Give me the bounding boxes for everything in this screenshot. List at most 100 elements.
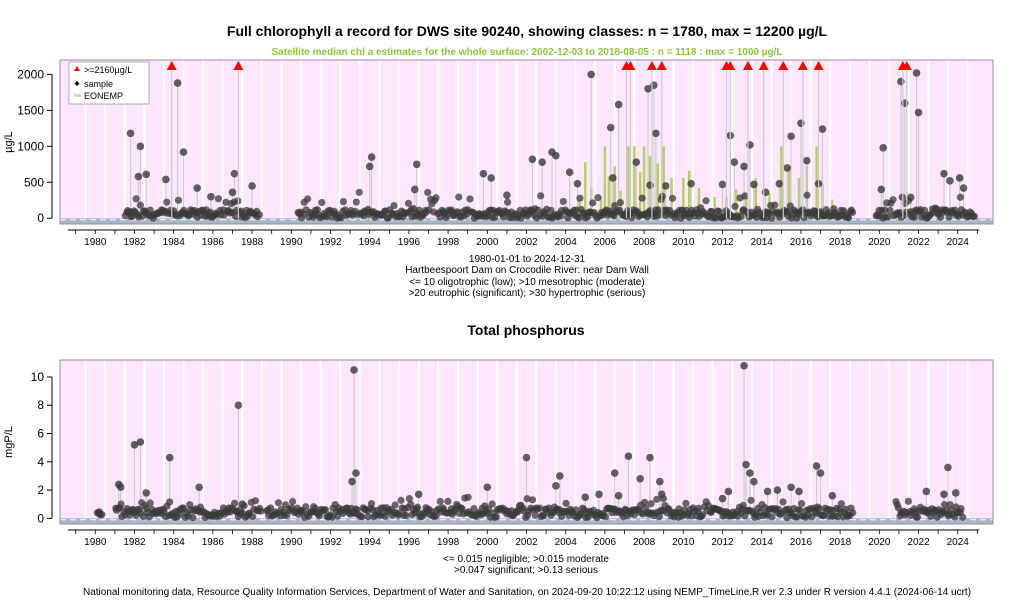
sample-point xyxy=(884,213,892,221)
sample-point xyxy=(424,188,432,197)
sample-point xyxy=(611,201,619,210)
sample-point xyxy=(538,158,546,166)
sample-point xyxy=(881,206,889,214)
satellite-bar xyxy=(754,177,758,219)
x-tick-label: 2018 xyxy=(829,537,852,548)
sample-point xyxy=(228,188,237,197)
sample-point xyxy=(848,208,857,217)
sample-point xyxy=(773,486,782,494)
flag-triangle xyxy=(742,61,753,70)
sample-point xyxy=(747,496,755,504)
satellite-bar xyxy=(627,146,630,219)
satellite-bar xyxy=(682,177,685,219)
chart2-caption-line-1: <= 0.015 negligible; >0.015 moderate xyxy=(443,554,609,565)
legend-label-satellite: EONEMP xyxy=(84,91,123,101)
chart1-title: Full chlorophyll a record for DWS site 9… xyxy=(227,23,828,39)
sample-point xyxy=(783,164,791,172)
legend-sample-diamond-icon xyxy=(74,81,80,86)
y-tick-label: 6 xyxy=(37,427,44,441)
sample-point xyxy=(815,505,823,513)
satellite-bar xyxy=(599,196,603,219)
sample-point xyxy=(657,490,666,499)
sample-point xyxy=(655,512,663,521)
sample-point xyxy=(655,477,664,486)
flag-triangle xyxy=(656,61,667,70)
chart2-title: Total phosphorus xyxy=(467,322,584,338)
sample-point xyxy=(146,499,154,507)
sample-point xyxy=(610,469,619,477)
sample-point xyxy=(504,198,512,206)
flag-triangle xyxy=(625,61,636,70)
sample-point xyxy=(576,194,584,202)
sample-point xyxy=(849,509,857,517)
footer-credit: National monitoring data, Resource Quali… xyxy=(83,587,971,598)
y-tick-label: 2000 xyxy=(17,67,44,81)
sample-point xyxy=(238,500,247,509)
sample-point xyxy=(466,195,474,203)
x-tick-label: 1986 xyxy=(202,237,225,248)
sample-point xyxy=(614,491,623,500)
sample-point xyxy=(487,174,496,182)
threshold-band xyxy=(60,218,993,224)
sample-point xyxy=(941,501,949,509)
sample-point xyxy=(142,170,151,179)
sample-point xyxy=(364,512,372,521)
sample-point xyxy=(251,497,260,505)
sample-point xyxy=(900,99,909,107)
x-tick-label: 2006 xyxy=(594,237,617,248)
legend-box xyxy=(68,61,150,105)
x-tick-label: 1990 xyxy=(280,237,303,248)
sample-point xyxy=(606,123,615,132)
sample-point xyxy=(130,441,139,449)
sample-point xyxy=(367,500,376,508)
sample-point xyxy=(750,477,758,486)
legend-satellite-swatch xyxy=(74,94,81,97)
sample-point xyxy=(787,483,795,492)
satellite-bar xyxy=(787,166,791,219)
sample-point xyxy=(741,192,749,200)
sample-point xyxy=(750,180,758,189)
x-tick-label: 2010 xyxy=(672,237,695,248)
sample-point xyxy=(573,179,582,188)
sample-point xyxy=(816,469,825,477)
satellite-bar xyxy=(607,176,611,219)
sample-point xyxy=(348,477,356,486)
sample-point xyxy=(913,513,922,521)
sample-point xyxy=(724,487,733,496)
sample-point xyxy=(955,174,964,182)
sample-point xyxy=(914,108,923,117)
sample-point xyxy=(640,498,649,506)
x-tick-label: 2016 xyxy=(790,237,813,248)
plot-border xyxy=(59,59,994,225)
sample-point xyxy=(959,513,967,521)
sample-point xyxy=(661,182,670,190)
satellite-bar xyxy=(603,146,607,219)
sample-point xyxy=(552,151,560,160)
chart1-caption-line-3: <= 10 oligotrophic (low); >10 mesotrophi… xyxy=(409,277,644,288)
sample-point xyxy=(116,483,125,492)
x-tick-label: 1990 xyxy=(280,537,303,548)
sample-point xyxy=(397,496,405,504)
sample-point xyxy=(912,69,921,77)
sample-point xyxy=(718,180,727,189)
x-tick-label: 1992 xyxy=(319,237,342,248)
period-gridlines xyxy=(84,60,969,224)
sample-point xyxy=(479,169,488,178)
x-tick-label: 2022 xyxy=(907,537,930,548)
sample-point xyxy=(956,193,965,201)
flag-triangle xyxy=(758,61,769,70)
sample-point xyxy=(581,493,590,501)
x-tick-label: 2020 xyxy=(868,237,891,248)
sample-point xyxy=(255,211,264,219)
sample-point xyxy=(136,142,145,151)
sample-point xyxy=(921,206,929,214)
sample-point xyxy=(837,500,845,508)
legend-label-sample: sample xyxy=(84,79,113,89)
sample-point xyxy=(740,361,748,370)
sample-point xyxy=(136,438,145,446)
x-tick-label: 2020 xyxy=(868,537,891,548)
x-tick-label: 2012 xyxy=(711,537,734,548)
sample-point xyxy=(562,499,570,507)
sample-point xyxy=(432,512,440,520)
sample-point xyxy=(358,513,366,521)
